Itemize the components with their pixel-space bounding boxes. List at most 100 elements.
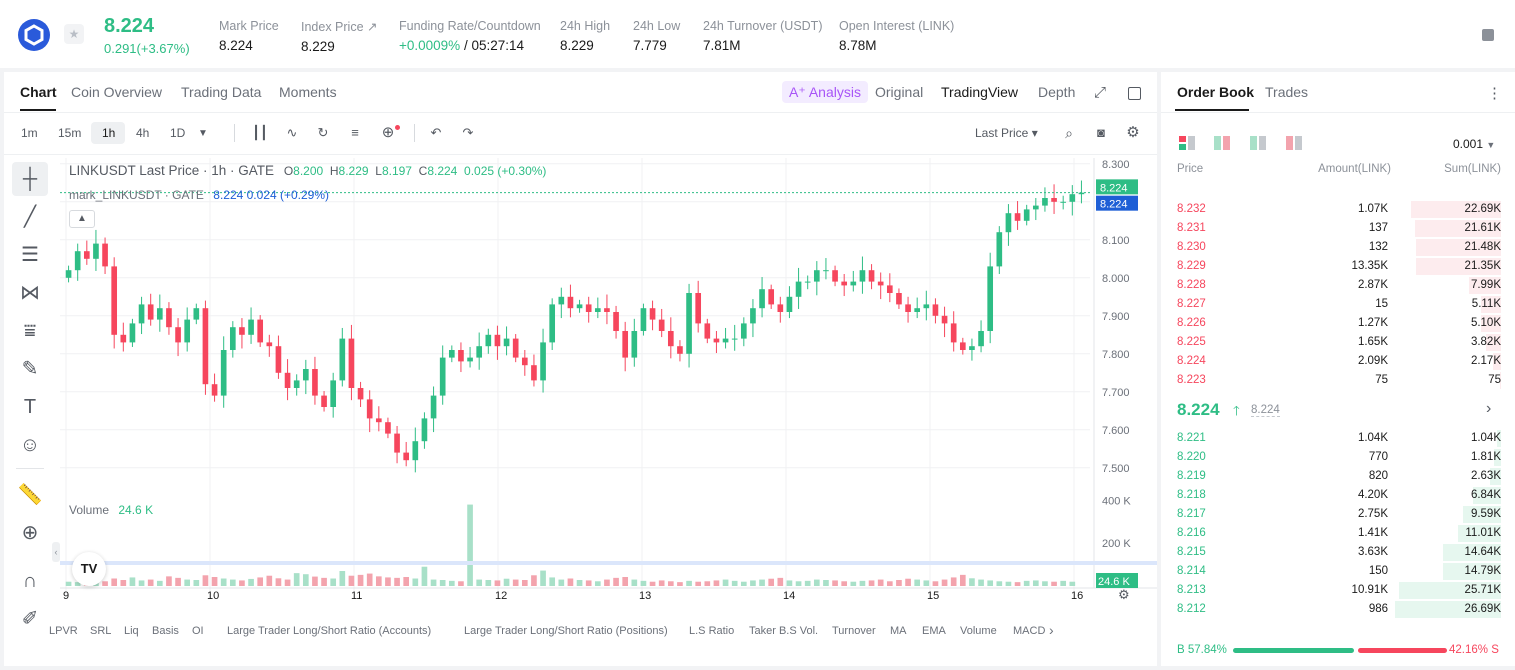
indicator-11[interactable]: EMA [922, 625, 946, 637]
tab-trades[interactable]: Trades [1265, 84, 1309, 100]
view-asks-icon[interactable] [1286, 136, 1302, 150]
indicator-12[interactable]: Volume [960, 625, 997, 637]
brush-icon[interactable]: ✎ [21, 358, 39, 380]
chevron-right-icon[interactable]: › [1486, 400, 1492, 417]
view-original[interactable]: Original [875, 84, 924, 100]
view-bids-icon[interactable] [1250, 136, 1266, 150]
candle-body [567, 296, 574, 309]
emoji-icon[interactable]: ☺ [19, 434, 41, 456]
tab-trading-data[interactable]: Trading Data [181, 84, 262, 100]
tradingview-logo-icon[interactable]: TV [72, 552, 106, 586]
indicator-3[interactable]: Basis [152, 625, 179, 637]
price-chart[interactable]: 8.300 8.200 8.100 8.000 7.900 7.800 7.700 7.600… [60, 158, 1157, 603]
indicator-9[interactable]: Turnover [832, 625, 876, 637]
indicator-6[interactable]: Large Trader Long/Short Ratio (Positions… [464, 625, 668, 637]
mid-last-price[interactable]: 8.224 [1177, 400, 1220, 419]
depth-bar [1469, 277, 1501, 294]
collapse-legend-icon[interactable]: ▲ [69, 210, 95, 228]
search-icon[interactable]: ⌕ [1065, 125, 1073, 141]
ask-row[interactable]: 8.226 1.27K 5.10K [1161, 314, 1515, 333]
volume-bar [804, 580, 811, 586]
bid-row[interactable]: 8.213 10.91K 25.71K [1161, 581, 1515, 600]
bid-row[interactable]: 8.216 1.41K 11.01K [1161, 524, 1515, 543]
settings-gear-icon[interactable]: ⚙ [1126, 124, 1140, 141]
magnet-icon[interactable]: ∩ [22, 570, 38, 592]
bid-row[interactable]: 8.221 1.04K 1.04K [1161, 429, 1515, 448]
tab-order-book[interactable]: Order Book [1177, 84, 1255, 100]
indicator-2[interactable]: Liq [124, 625, 139, 637]
tab-coin-overview[interactable]: Coin Overview [71, 84, 163, 100]
bid-row[interactable]: 8.220 770 1.81K [1161, 448, 1515, 467]
pattern-icon[interactable]: ⋈ [20, 282, 40, 304]
indicator-10[interactable]: MA [890, 625, 907, 637]
view-both-icon[interactable] [1179, 136, 1195, 150]
ai-analysis-button[interactable]: A⁺ Analysis [782, 81, 868, 103]
horizontal-lines-icon[interactable]: ☰ [21, 244, 39, 266]
indicator-7[interactable]: L.S Ratio [689, 625, 735, 637]
redo-icon[interactable]: ↷ [462, 125, 474, 140]
ruler-icon[interactable]: 📏 [17, 484, 43, 506]
axis-settings-icon[interactable]: ⚙ [1118, 588, 1130, 603]
undo-icon[interactable]: ↶ [430, 125, 442, 140]
bid-row[interactable]: 8.218 4.20K 6.84K [1161, 486, 1515, 505]
more-options-icon[interactable]: ⋮ [1487, 85, 1502, 102]
tab-chart[interactable]: Chart [20, 84, 57, 100]
indicator-5[interactable]: Large Trader Long/Short Ratio (Accounts) [227, 625, 432, 637]
bid-row[interactable]: 8.214 150 14.79K [1161, 562, 1515, 581]
interval-4h[interactable]: 4h [136, 126, 150, 140]
divider [1161, 112, 1515, 113]
view-depth[interactable]: Depth [1038, 84, 1076, 100]
crosshair-icon[interactable]: ┼ [12, 162, 48, 196]
candle-type-icon[interactable]: ┃┃ [252, 125, 268, 140]
window-icon[interactable] [1128, 87, 1141, 100]
bid-row[interactable]: 8.219 820 2.63K [1161, 467, 1515, 486]
ask-row[interactable]: 8.229 13.35K 21.35K [1161, 257, 1515, 276]
scroll-right-icon[interactable]: › [1049, 622, 1054, 638]
expand-icon[interactable]: ⤢ [1094, 84, 1107, 101]
interval-dropdown-icon[interactable]: ▼ [198, 128, 208, 139]
trendline-icon[interactable]: ╱ [23, 206, 37, 228]
favorite-star-icon[interactable]: ★ [64, 24, 84, 44]
precision-select[interactable]: 0.001 ▼ [1453, 137, 1496, 151]
bid-row[interactable]: 8.217 2.75K 9.59K [1161, 505, 1515, 524]
volume-bar [467, 504, 473, 586]
indicator-1[interactable]: SRL [90, 625, 112, 637]
ask-row[interactable]: 8.230 132 21.48K [1161, 238, 1515, 257]
camera-icon[interactable]: ◙ [1097, 125, 1105, 140]
bid-row[interactable]: 8.215 3.63K 14.64K [1161, 543, 1515, 562]
indicator-0[interactable]: LPVR [49, 625, 78, 637]
ask-row[interactable]: 8.232 1.07K 22.69K [1161, 200, 1515, 219]
expand-toolbar-icon[interactable]: ‹ [52, 542, 60, 562]
add-alert-icon[interactable]: ⊕ [381, 124, 395, 141]
zoom-in-icon[interactable]: ⊕ [21, 522, 39, 544]
price-source-select[interactable]: Last Price ▾ [975, 126, 1038, 140]
ask-row[interactable]: 8.224 2.09K 2.17K [1161, 352, 1515, 371]
indicator-4[interactable]: OI [192, 625, 204, 637]
templates-icon[interactable]: ≡ [351, 125, 359, 140]
indicators-icon[interactable]: ∿ [286, 125, 298, 140]
view-tradingview[interactable]: TradingView [941, 84, 1019, 100]
book-icon[interactable] [1482, 29, 1494, 41]
indicator-13[interactable]: MACD [1013, 625, 1046, 637]
interval-1h[interactable]: 1h [102, 126, 116, 140]
volume-bar [430, 579, 437, 586]
interval-1d[interactable]: 1D [170, 126, 186, 140]
fib-icon[interactable]: ⩸ [23, 320, 37, 342]
replay-icon[interactable]: ↻ [317, 125, 329, 140]
ask-row[interactable]: 8.227 15 5.11K [1161, 295, 1515, 314]
text-tool-icon[interactable]: T [23, 396, 37, 418]
pencil-lock-icon[interactable]: ✐ [21, 608, 39, 630]
ask-row[interactable]: 8.231 137 21.61K [1161, 219, 1515, 238]
view-split-icon[interactable] [1214, 136, 1230, 150]
ask-row[interactable]: 8.225 1.65K 3.82K [1161, 333, 1515, 352]
interval-1m[interactable]: 1m [21, 126, 38, 140]
ask-row[interactable]: 8.228 2.87K 7.99K [1161, 276, 1515, 295]
bid-row[interactable]: 8.212 986 26.69K [1161, 600, 1515, 619]
indicator-8[interactable]: Taker B.S Vol. [749, 625, 819, 637]
tab-moments[interactable]: Moments [279, 84, 337, 100]
ask-row[interactable]: 8.223 75 75 [1161, 371, 1515, 390]
candle-body [348, 338, 355, 388]
volume-bar [768, 578, 775, 586]
interval-15m[interactable]: 15m [58, 126, 82, 140]
stat-index-price[interactable]: Index Price ↗ 8.229 [301, 20, 378, 54]
